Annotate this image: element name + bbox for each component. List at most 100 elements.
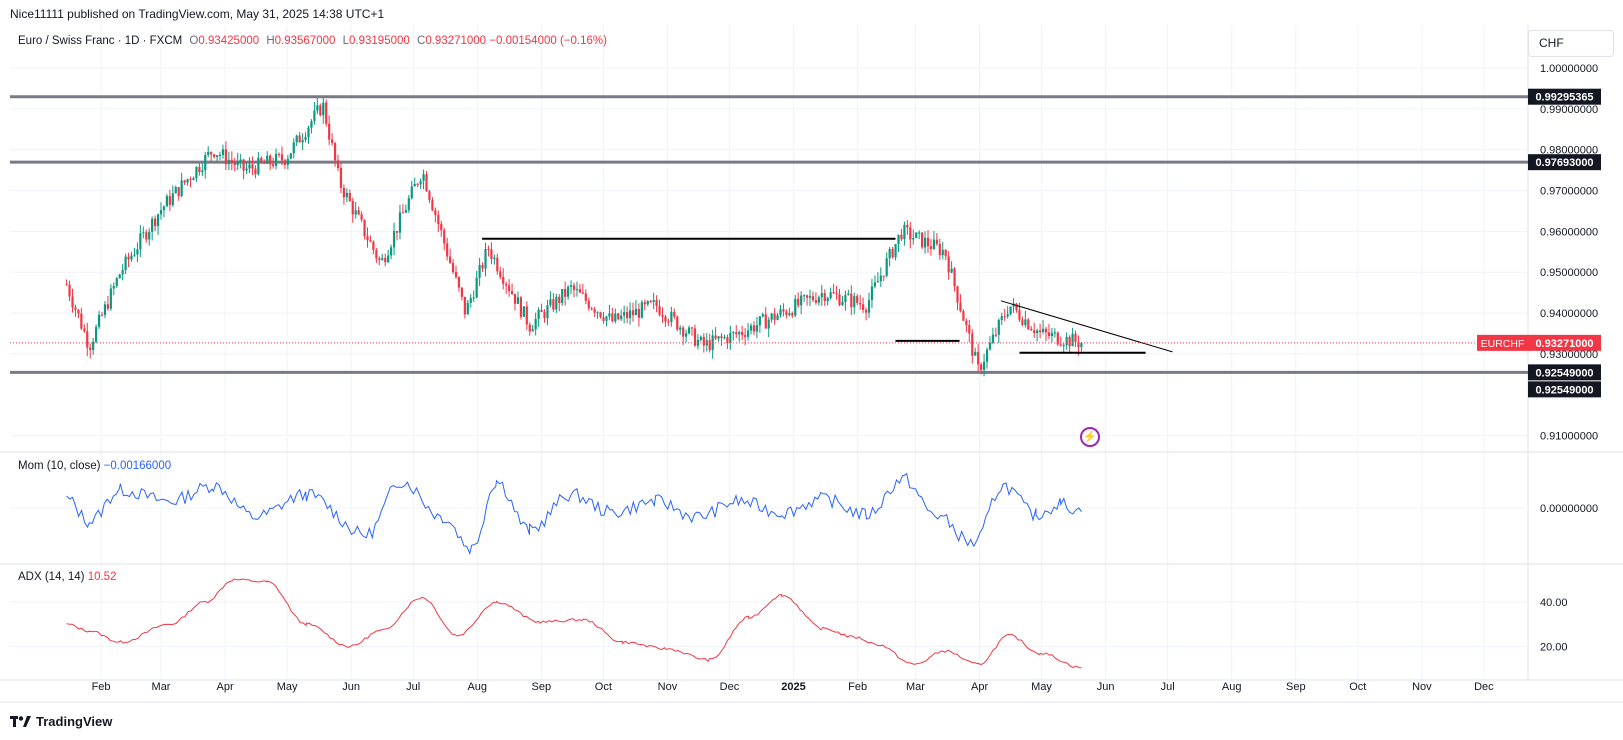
- candle-body: [65, 284, 68, 286]
- candle-body: [758, 316, 761, 326]
- candle-body: [608, 313, 611, 317]
- candle-body: [422, 174, 425, 181]
- candle-body: [508, 285, 511, 292]
- candle-body: [375, 250, 378, 259]
- candle-body: [965, 320, 968, 326]
- candle-body: [230, 159, 233, 163]
- candle-body: [735, 332, 738, 335]
- candle-body: [847, 293, 850, 296]
- candle-body: [982, 361, 986, 370]
- symbol-title[interactable]: Euro / Swiss Franc · 1D · FXCM: [18, 35, 183, 47]
- candle-body: [820, 293, 823, 298]
- candle-body: [239, 159, 242, 161]
- candle-body: [1059, 344, 1062, 346]
- candle-body: [915, 232, 918, 238]
- candle-body: [693, 328, 697, 346]
- candle-body: [319, 105, 322, 116]
- candle-body: [218, 154, 222, 156]
- time-tick-label: May: [277, 681, 298, 693]
- currency-button[interactable]: CHF: [1528, 30, 1614, 57]
- candle-body: [407, 198, 410, 211]
- candle-body: [121, 270, 124, 275]
- time-tick-label: Mar: [152, 681, 171, 693]
- candle-body: [1056, 332, 1059, 345]
- high-value: 0.93567000: [274, 35, 336, 47]
- time-tick-label: Nov: [1412, 681, 1432, 693]
- lightning-alert-icon[interactable]: ⚡: [1080, 427, 1100, 447]
- tradingview-text: TradingView: [36, 714, 113, 729]
- candle-body: [381, 258, 384, 260]
- candle-body: [676, 316, 679, 330]
- candle-body: [956, 286, 959, 303]
- candle-body: [440, 224, 443, 231]
- candle-body: [86, 331, 89, 348]
- candle-body: [292, 142, 295, 154]
- time-tick-label: Dec: [720, 681, 740, 693]
- candle-body: [257, 157, 260, 175]
- open-label: O: [189, 35, 199, 47]
- candle-body: [708, 340, 711, 351]
- candle-body: [537, 309, 540, 319]
- candle-body: [180, 180, 183, 196]
- candle-body: [310, 121, 313, 128]
- tradingview-icon: [10, 715, 31, 727]
- tradingview-logo[interactable]: TradingView: [10, 714, 112, 729]
- candle-body: [162, 206, 166, 211]
- candle-body: [944, 249, 947, 257]
- candle-body: [357, 210, 360, 215]
- candle-body: [643, 302, 646, 305]
- candle-body: [531, 329, 534, 332]
- candle-body: [487, 249, 490, 251]
- candle-body: [457, 277, 461, 288]
- candle-body: [1077, 341, 1080, 348]
- candle-body: [1062, 345, 1065, 347]
- candle-body: [416, 183, 419, 185]
- candle-body: [552, 299, 555, 310]
- time-tick-label: Aug: [1222, 681, 1242, 693]
- candle-body: [490, 249, 493, 259]
- candle-body: [266, 155, 269, 164]
- candle-body: [390, 247, 393, 256]
- candle-body: [1041, 328, 1045, 332]
- candle-body: [286, 158, 289, 165]
- adx-name[interactable]: ADX (14, 14): [18, 571, 85, 583]
- candle-body: [888, 248, 891, 259]
- candle-body: [522, 306, 525, 317]
- candle-body: [918, 232, 921, 234]
- candle-body: [667, 321, 670, 323]
- candle-body: [564, 288, 567, 297]
- candle-body: [797, 298, 800, 306]
- close-value: 0.93271000: [425, 35, 487, 47]
- candle-body: [850, 293, 853, 308]
- candle-body: [145, 232, 148, 240]
- time-tick-label: Jul: [1161, 681, 1175, 693]
- candle-body: [280, 154, 284, 161]
- candle-body: [392, 231, 396, 248]
- candle-body: [803, 295, 806, 297]
- time-tick-label: 2025: [781, 681, 805, 693]
- momentum-name[interactable]: Mom (10, close): [18, 460, 101, 472]
- candle-body: [139, 233, 142, 250]
- time-tick-label: Oct: [595, 681, 612, 693]
- candle-body: [540, 309, 543, 312]
- candle-body: [133, 254, 136, 256]
- candle-body: [994, 334, 997, 336]
- candle-body: [844, 295, 847, 303]
- level-price-tag: [1528, 88, 1601, 105]
- candle-body: [699, 336, 702, 340]
- candle-body: [749, 325, 753, 331]
- candle-body: [723, 337, 726, 339]
- level-price-label: 0.92549000: [1535, 367, 1593, 379]
- candle-body: [1050, 332, 1054, 337]
- price-tick-label: 0.98000000: [1540, 145, 1598, 157]
- candle-body: [103, 304, 107, 315]
- candle-body: [971, 333, 974, 356]
- price-tick-label: 0.99000000: [1540, 104, 1598, 116]
- candle-body: [127, 256, 130, 260]
- candle-body: [1027, 319, 1030, 329]
- last-price-tag: [1528, 334, 1601, 351]
- momentum-line: [66, 472, 1082, 556]
- candle-body: [251, 164, 254, 169]
- candle-body: [224, 149, 228, 165]
